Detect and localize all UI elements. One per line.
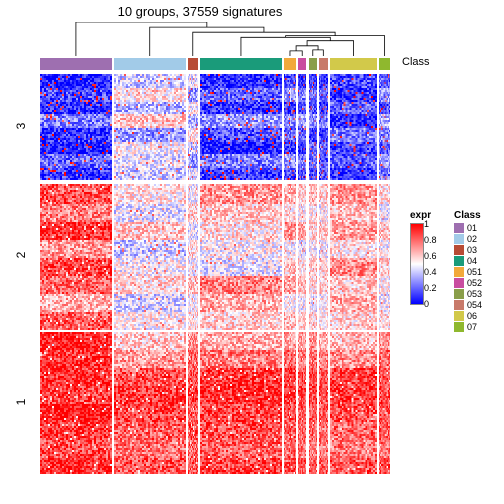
class-name: 01 bbox=[467, 223, 477, 233]
row-group-labels: 3 2 1 bbox=[8, 74, 34, 474]
heatmap-column bbox=[200, 74, 282, 474]
class-legend: Class 010203040510520530540607 bbox=[454, 210, 482, 333]
expr-tick: 0.6 bbox=[424, 251, 437, 261]
class-bar-segment bbox=[40, 58, 112, 70]
class-name: 02 bbox=[467, 234, 477, 244]
expr-tick: 0 bbox=[424, 299, 429, 309]
class-bar-segment bbox=[309, 58, 318, 70]
class-bar-label: Class bbox=[402, 56, 430, 68]
heatmap-column bbox=[114, 74, 186, 474]
heatmap-column bbox=[379, 74, 389, 474]
class-legend-item: 03 bbox=[454, 245, 482, 255]
class-swatch bbox=[454, 234, 464, 244]
expr-gradient bbox=[410, 223, 424, 305]
class-bar-segment bbox=[330, 58, 378, 70]
heatmap-column bbox=[298, 74, 307, 474]
class-legend-item: 07 bbox=[454, 322, 482, 332]
class-name: 052 bbox=[467, 278, 482, 288]
heatmap-column bbox=[40, 74, 112, 474]
class-swatch bbox=[454, 289, 464, 299]
class-swatch bbox=[454, 267, 464, 277]
plot-title: 10 groups, 37559 signatures bbox=[0, 4, 400, 19]
class-bar-segment bbox=[379, 58, 389, 70]
expr-legend-title: expr bbox=[410, 210, 450, 221]
row-group-label: 2 bbox=[14, 242, 28, 268]
heatmap-column bbox=[309, 74, 318, 474]
class-name: 07 bbox=[467, 322, 477, 332]
expr-tick: 0.4 bbox=[424, 267, 437, 277]
class-swatch bbox=[454, 278, 464, 288]
class-name: 053 bbox=[467, 289, 482, 299]
heatmap-column bbox=[319, 74, 328, 474]
class-name: 04 bbox=[467, 256, 477, 266]
class-swatch bbox=[454, 223, 464, 233]
expr-tick: 1 bbox=[424, 219, 429, 229]
row-group-label: 1 bbox=[14, 389, 28, 415]
class-legend-title: Class bbox=[454, 210, 482, 221]
class-legend-item: 04 bbox=[454, 256, 482, 266]
class-legend-items: 010203040510520530540607 bbox=[454, 223, 482, 332]
class-swatch bbox=[454, 300, 464, 310]
expr-tick: 0.2 bbox=[424, 283, 437, 293]
class-bar-segment bbox=[284, 58, 296, 70]
heatmap-figure: 10 groups, 37559 signatures Class 3 2 1 ex… bbox=[0, 0, 504, 504]
class-swatch bbox=[454, 245, 464, 255]
class-swatch bbox=[454, 322, 464, 332]
class-name: 051 bbox=[467, 267, 482, 277]
class-bar-segment bbox=[298, 58, 307, 70]
class-bar-segment bbox=[114, 58, 186, 70]
class-legend-item: 06 bbox=[454, 311, 482, 321]
class-name: 06 bbox=[467, 311, 477, 321]
class-name: 03 bbox=[467, 245, 477, 255]
class-annotation-bar bbox=[40, 58, 400, 70]
class-legend-item: 054 bbox=[454, 300, 482, 310]
class-legend-item: 053 bbox=[454, 289, 482, 299]
class-swatch bbox=[454, 256, 464, 266]
heatmap-body bbox=[40, 74, 400, 474]
column-dendrogram bbox=[40, 22, 400, 56]
class-name: 054 bbox=[467, 300, 482, 310]
heatmap-column bbox=[284, 74, 296, 474]
expr-tick: 0.8 bbox=[424, 235, 437, 245]
class-legend-item: 02 bbox=[454, 234, 482, 244]
heatmap-column bbox=[188, 74, 198, 474]
row-group-label: 3 bbox=[14, 113, 28, 139]
class-bar-segment bbox=[188, 58, 198, 70]
class-legend-item: 052 bbox=[454, 278, 482, 288]
class-legend-item: 01 bbox=[454, 223, 482, 233]
class-bar-segment bbox=[200, 58, 282, 70]
heatmap-column bbox=[330, 74, 378, 474]
expression-legend: expr 10.80.60.40.20 bbox=[410, 210, 450, 305]
class-bar-segment bbox=[319, 58, 328, 70]
class-legend-item: 051 bbox=[454, 267, 482, 277]
class-swatch bbox=[454, 311, 464, 321]
